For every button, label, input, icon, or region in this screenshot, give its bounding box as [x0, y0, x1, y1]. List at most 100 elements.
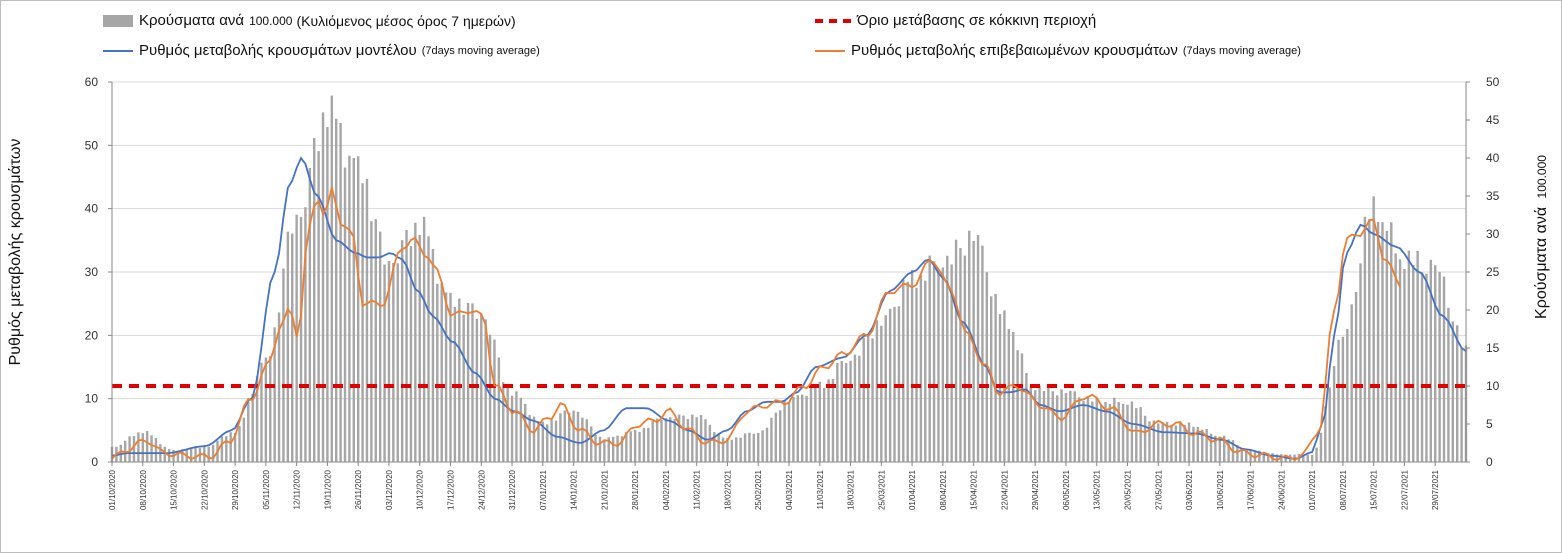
bar: [1214, 435, 1217, 462]
x-tick-label: 26/11/2020: [354, 469, 363, 509]
bar: [251, 394, 254, 462]
right-tick-label: 25: [1486, 265, 1500, 279]
bar: [150, 435, 153, 462]
bar: [1258, 450, 1261, 462]
bar: [642, 427, 646, 462]
bar: [1033, 390, 1037, 462]
bar: [1236, 445, 1239, 462]
bar: [1438, 271, 1441, 462]
x-tick-label: 17/06/2021: [1247, 469, 1256, 510]
x-tick-label: 19/11/2020: [323, 469, 332, 509]
bar: [871, 338, 874, 462]
bar: [1157, 423, 1160, 462]
bar: [976, 234, 980, 462]
bar: [449, 292, 452, 462]
bar: [1179, 421, 1182, 462]
bar: [431, 248, 435, 462]
bar: [1020, 353, 1024, 462]
bar: [959, 248, 962, 462]
bar: [669, 417, 672, 462]
x-tick-label: 15/10/2020: [170, 469, 179, 510]
bar: [660, 419, 663, 462]
bar: [1051, 391, 1054, 462]
bar: [849, 360, 852, 462]
bar: [546, 424, 549, 462]
bar: [383, 264, 386, 462]
bar: [229, 432, 232, 462]
confirmed-swatch: [815, 49, 845, 52]
bar: [1183, 424, 1186, 462]
bar: [1398, 259, 1402, 462]
bar: [906, 281, 909, 462]
bar: [348, 155, 351, 462]
bar: [313, 138, 316, 462]
x-tick-label: 03/06/2021: [1185, 469, 1194, 510]
bar: [343, 167, 347, 462]
bar: [1328, 387, 1331, 462]
bar: [1416, 250, 1419, 462]
bar: [365, 178, 369, 462]
bar: [576, 411, 580, 462]
bar: [374, 219, 377, 462]
bar: [581, 417, 584, 462]
bar: [211, 444, 215, 462]
bar: [572, 410, 575, 462]
x-tick-label: 14/01/2021: [570, 469, 579, 510]
x-tick-label: 01/10/2020: [108, 469, 117, 510]
x-tick-label: 25/03/2021: [877, 469, 886, 510]
bar: [1354, 291, 1358, 462]
x-tick-label: 27/05/2021: [1154, 469, 1163, 510]
bar: [968, 230, 971, 462]
bar: [946, 255, 949, 462]
x-tick-label: 08/10/2020: [139, 469, 148, 510]
bar: [269, 356, 272, 462]
x-tick-label: 12/11/2020: [293, 469, 302, 509]
bar: [255, 375, 259, 462]
right-tick-label: 50: [1486, 75, 1500, 89]
bar: [730, 439, 734, 462]
bar: [1425, 273, 1428, 462]
right-tick-label: 45: [1486, 113, 1500, 127]
bar: [128, 436, 131, 462]
bar: [1007, 329, 1011, 462]
bar: [708, 424, 712, 462]
bar: [937, 268, 940, 462]
bar: [299, 216, 303, 462]
bar: [1385, 230, 1389, 462]
bar: [141, 433, 144, 462]
bar: [717, 433, 720, 462]
bar: [713, 432, 716, 462]
bar: [607, 437, 610, 462]
bar: [774, 412, 778, 462]
bar: [589, 426, 593, 462]
x-tick-label: 11/02/2021: [693, 469, 702, 509]
threshold-swatch: [815, 18, 851, 23]
bar: [875, 320, 879, 462]
left-axis-title-text: Ρυθμός μεταβολής κρουσμάτων: [7, 138, 24, 366]
bar: [1135, 408, 1138, 462]
bar: [497, 357, 501, 462]
bar: [1038, 385, 1041, 462]
bar: [862, 337, 865, 462]
bar: [458, 298, 461, 462]
bar: [1077, 397, 1081, 462]
bar: [704, 419, 707, 462]
bar: [1121, 403, 1125, 462]
bar: [919, 274, 923, 462]
bar: [1403, 269, 1406, 462]
bar: [176, 450, 180, 462]
bar: [247, 402, 250, 462]
bar: [233, 433, 237, 462]
bar: [1073, 391, 1076, 462]
x-tick-label: 29/07/2021: [1431, 469, 1440, 510]
bar: [436, 283, 439, 462]
bar: [1302, 454, 1305, 462]
bar: [1139, 407, 1142, 462]
bar: [1253, 450, 1257, 462]
x-tick-label: 01/07/2021: [1308, 469, 1317, 510]
bar: [941, 267, 945, 462]
left-tick-label: 0: [91, 455, 98, 469]
bar: [506, 386, 509, 462]
right-axis-title-text: Κρούσματα ανά: [1533, 206, 1550, 319]
x-tick-label: 04/02/2021: [662, 469, 671, 510]
